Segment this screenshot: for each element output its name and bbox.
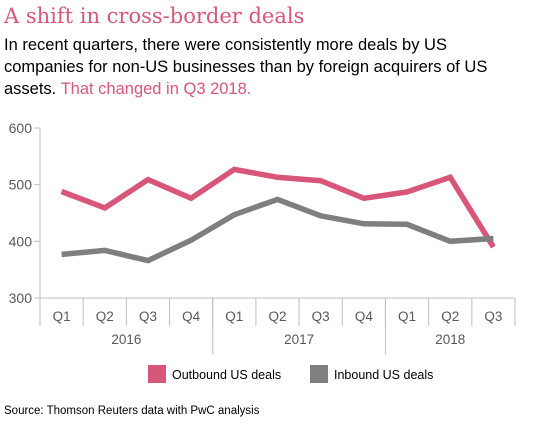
x-tick-label: Q3 — [139, 309, 157, 324]
subtitle-text: In recent quarters, there were consisten… — [4, 36, 488, 98]
line-chart: 300 400 500 600 Q1 Q2 Q3 Q4 Q1 Q2 Q3 Q4 Q1 Q2 Q3 2016 20… — [9, 120, 516, 383]
year-label: 2018 — [435, 332, 465, 347]
y-tick-label: 400 — [9, 233, 33, 249]
x-tick-label: Q4 — [182, 309, 201, 324]
legend-swatch — [310, 365, 328, 383]
x-tick-label: Q1 — [53, 309, 71, 324]
chart-title: A shift in cross-border deals — [4, 4, 305, 28]
year-label: 2016 — [111, 332, 141, 347]
year-label: 2017 — [284, 332, 314, 347]
legend-label: Inbound US deals — [334, 368, 433, 382]
x-tick-label: Q4 — [355, 309, 374, 324]
x-tick-label: Q1 — [398, 309, 416, 324]
x-tick-label: Q3 — [312, 309, 330, 324]
series-line-outbound — [60, 166, 496, 249]
x-tick-label: Q2 — [96, 309, 114, 324]
x-tick-label: Q2 — [441, 309, 459, 324]
source-note: Source: Thomson Reuters data with PwC an… — [4, 405, 260, 417]
subtitle-highlight: That changed in Q3 2018. — [60, 80, 252, 98]
y-tick-label: 300 — [9, 290, 33, 306]
legend-swatch — [148, 365, 166, 383]
y-tick-label: 500 — [9, 177, 33, 193]
chart-subtitle: In recent quarters, there were consisten… — [4, 34, 524, 100]
x-tick-label: Q1 — [225, 309, 243, 324]
legend-label: Outbound US deals — [172, 368, 281, 382]
y-tick-label: 600 — [9, 120, 33, 136]
x-tick-label: Q2 — [268, 309, 286, 324]
series-line-inbound — [61, 196, 494, 264]
x-tick-label: Q3 — [484, 309, 502, 324]
